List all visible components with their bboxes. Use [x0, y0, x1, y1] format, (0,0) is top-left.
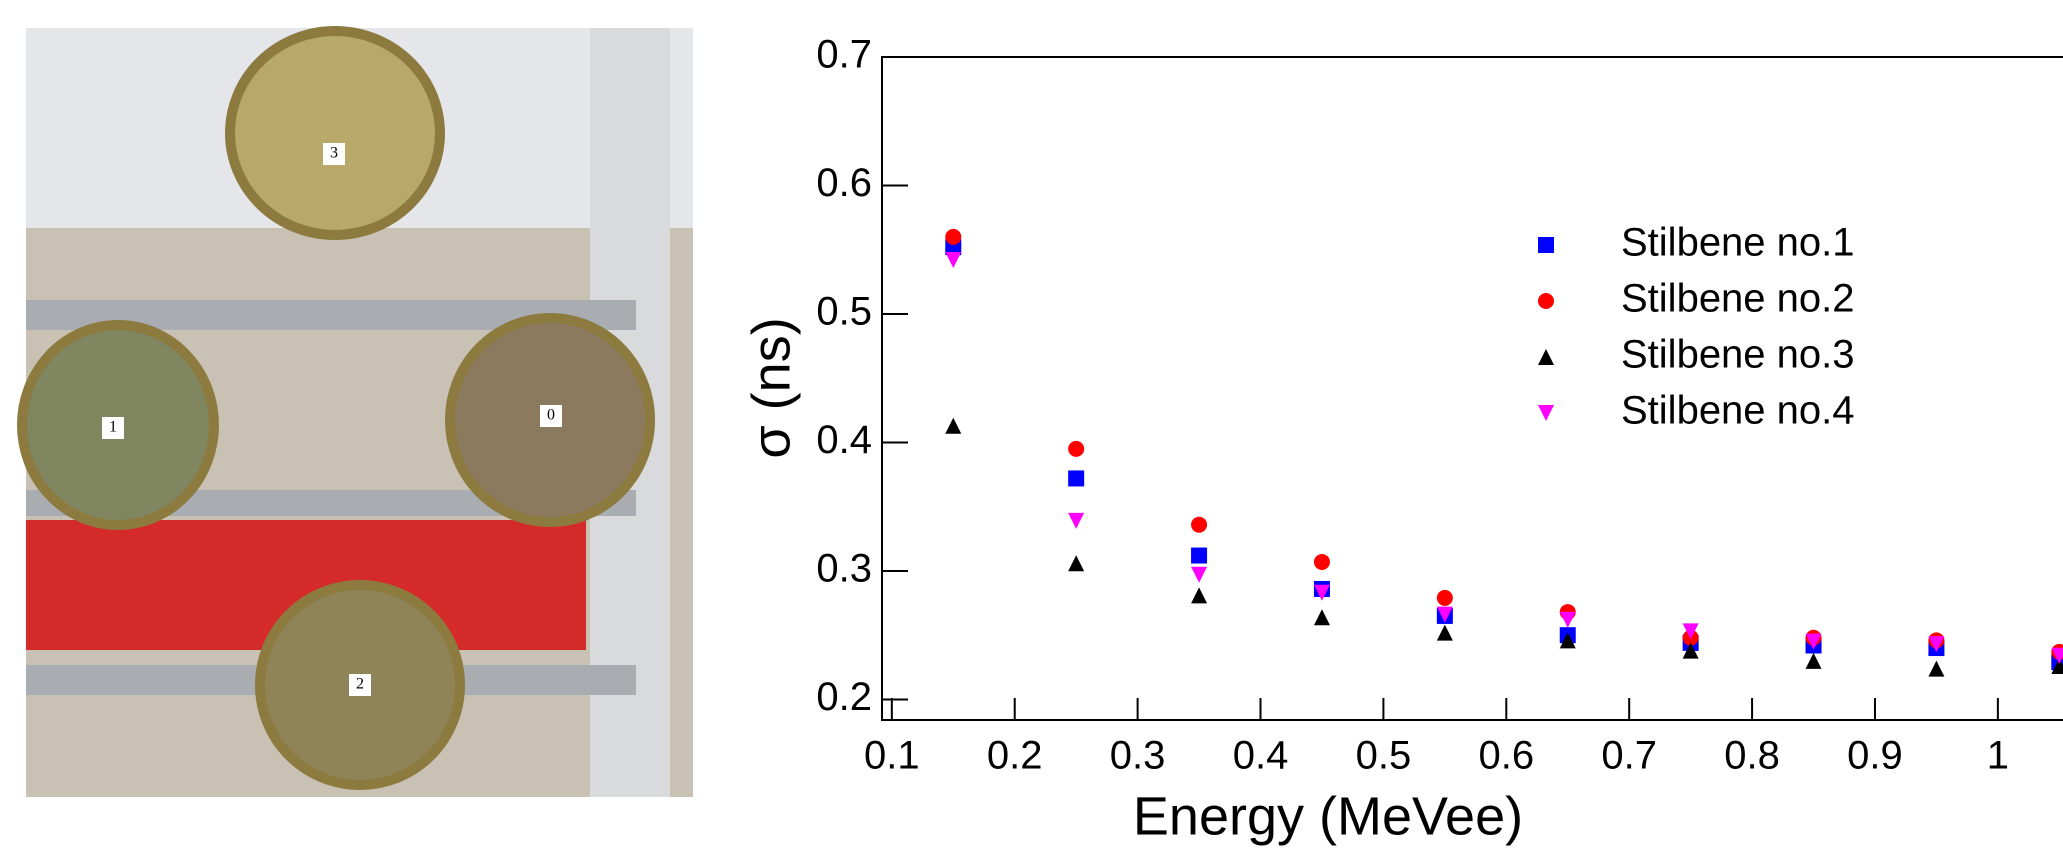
label-tag [102, 417, 124, 439]
point [1191, 566, 1208, 583]
x-tick-label: 0.7 [1601, 734, 1657, 778]
photo: 3 1 0 2 [17, 26, 693, 797]
label-tag [323, 143, 345, 165]
point [1191, 516, 1208, 533]
legend-label: Stilbene no.3 [1621, 333, 1855, 377]
point [945, 417, 962, 434]
y-axis-label: σ (ns) [741, 317, 801, 458]
x-tick-label: 0.1 [864, 734, 920, 778]
x-tick-label: 0.2 [987, 734, 1043, 778]
point [2051, 654, 2063, 671]
x-tick-label: 0.5 [1356, 734, 1412, 778]
point [1436, 606, 1453, 623]
legend-marker [1538, 349, 1554, 365]
point [2051, 647, 2063, 664]
point [1313, 584, 1330, 601]
plot-frame [881, 56, 2063, 721]
point [1436, 589, 1453, 606]
label-tag [349, 674, 371, 696]
label-tag [540, 405, 562, 427]
point [1313, 609, 1330, 626]
detector-label: 2 [356, 676, 364, 693]
point [1436, 624, 1453, 641]
detector-face [225, 26, 445, 240]
legend-label: Stilbene no.1 [1621, 221, 1855, 265]
point [1313, 553, 1330, 570]
x-tick-label: 1 [1987, 734, 2009, 778]
x-axis-label: Energy (MeVee) [1133, 786, 1523, 846]
y-tick-label: 0.4 [816, 418, 872, 462]
x-tick-label: 0.9 [1847, 734, 1903, 778]
legend-marker [1538, 293, 1554, 309]
point [1805, 652, 1822, 669]
x-tick-label: 0.6 [1478, 734, 1534, 778]
point [1682, 623, 1699, 640]
point [1068, 440, 1085, 457]
point [1191, 547, 1208, 564]
legend-marker [1538, 237, 1554, 253]
point [1191, 587, 1208, 604]
x-tick-label: 0.3 [1110, 734, 1166, 778]
point [1928, 636, 1945, 653]
y-tick-label: 0.5 [816, 290, 872, 334]
point [1068, 470, 1085, 487]
point [1805, 633, 1822, 650]
y-tick-label: 0.3 [816, 547, 872, 591]
detector-label: 1 [109, 419, 117, 436]
photo-labels: 3 1 0 2 [102, 143, 562, 696]
y-tick-label: 0.2 [816, 675, 872, 719]
point [1068, 512, 1085, 529]
point [1928, 660, 1945, 677]
y-tick-label: 0.6 [816, 161, 872, 205]
point [945, 252, 962, 269]
detector-label: 0 [547, 407, 555, 424]
legend-label: Stilbene no.2 [1621, 277, 1855, 321]
point [1068, 555, 1085, 572]
x-tick-label: 0.8 [1724, 734, 1780, 778]
point [945, 228, 962, 245]
detector-label: 3 [330, 145, 338, 162]
point [1682, 642, 1699, 659]
point [1559, 632, 1576, 649]
y-tick-label: 0.7 [816, 33, 872, 77]
point [1559, 611, 1576, 628]
x-tick-label: 0.4 [1233, 734, 1289, 778]
legend-marker [1538, 405, 1554, 421]
legend-label: Stilbene no.4 [1621, 389, 1855, 433]
